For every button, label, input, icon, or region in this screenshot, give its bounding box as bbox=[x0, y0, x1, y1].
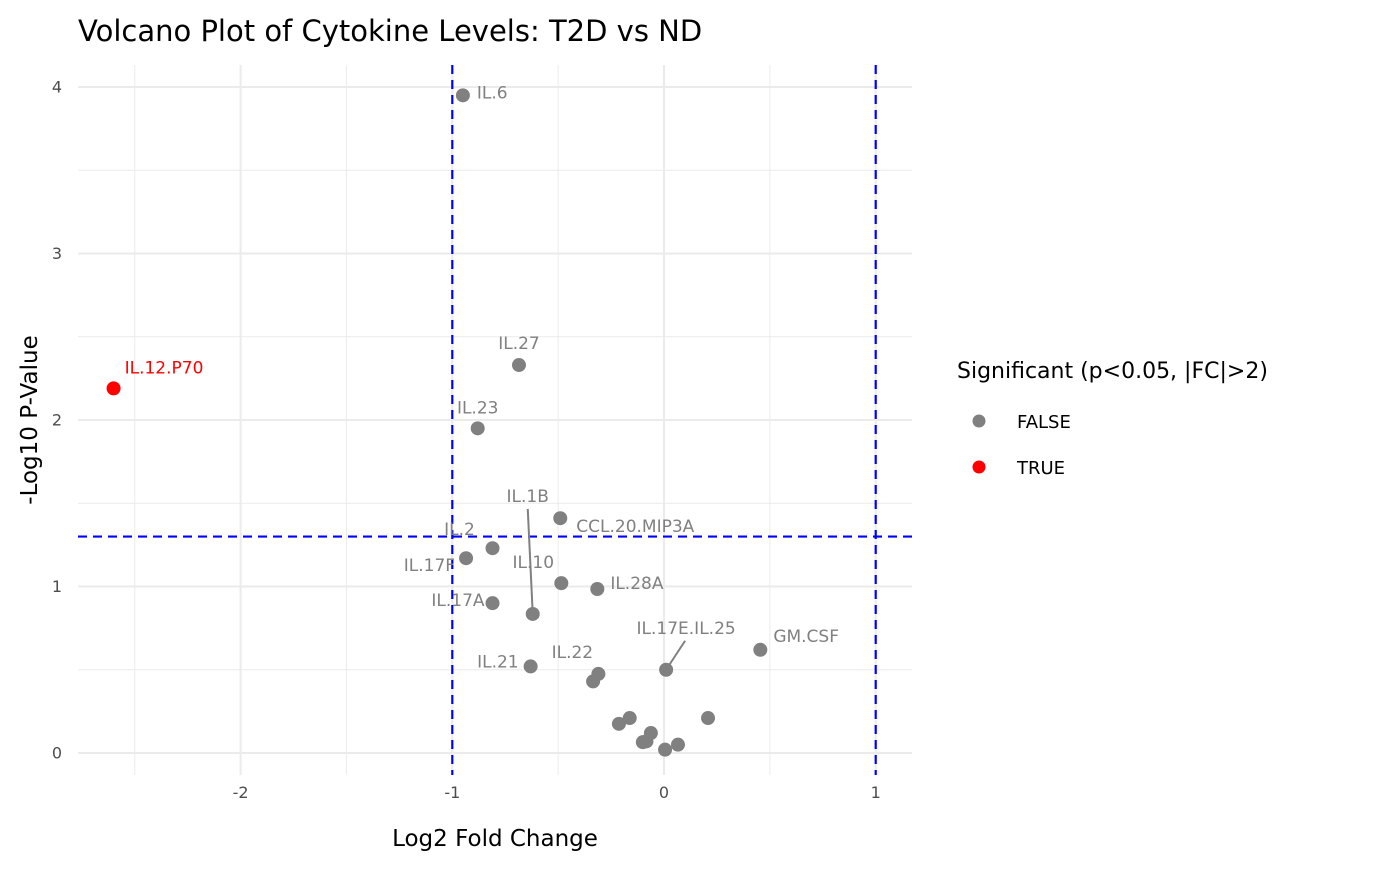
point-label: IL.12.P70 bbox=[125, 358, 204, 378]
data-point bbox=[455, 88, 470, 103]
y-tick-label: 1 bbox=[52, 577, 62, 596]
data-point bbox=[659, 662, 674, 677]
point-label: IL.17E.IL.25 bbox=[637, 619, 736, 639]
data-point bbox=[611, 716, 626, 731]
legend-label-true: TRUE bbox=[1016, 458, 1065, 479]
point-label: IL.10 bbox=[513, 553, 555, 573]
data-point bbox=[485, 596, 500, 611]
data-point bbox=[639, 734, 654, 749]
point-label: IL.23 bbox=[457, 398, 499, 418]
data-point bbox=[525, 606, 540, 621]
x-tick-label: -1 bbox=[444, 783, 460, 802]
data-point bbox=[590, 581, 605, 596]
y-tick-label: 0 bbox=[52, 744, 62, 763]
point-label: IL.22 bbox=[552, 643, 594, 663]
y-tick-label: 2 bbox=[52, 411, 62, 430]
data-point bbox=[523, 659, 538, 674]
data-point bbox=[622, 711, 637, 726]
label-connector bbox=[526, 508, 534, 615]
chart-title: Volcano Plot of Cytokine Levels: T2D vs … bbox=[78, 14, 702, 48]
point-labels: IL.12.P70 IL.6 IL.27 IL.23 CCL.20.MIP3A IL.2 I… bbox=[125, 83, 839, 672]
data-point bbox=[470, 421, 485, 436]
grid bbox=[78, 65, 912, 775]
y-axis-ticks: 0 1 2 3 4 bbox=[52, 78, 62, 763]
point-label: IL.21 bbox=[477, 652, 519, 672]
y-tick-label: 3 bbox=[52, 244, 62, 263]
legend: Significant (p<0.05, |FC|>2) FALSE TRUE bbox=[957, 359, 1268, 479]
legend-title: Significant (p<0.05, |FC|>2) bbox=[957, 359, 1268, 384]
legend-key-false bbox=[972, 414, 986, 428]
point-label: IL.28A bbox=[610, 574, 664, 594]
point-label: CCL.20.MIP3A bbox=[576, 517, 694, 537]
data-point bbox=[670, 737, 685, 752]
point-label: IL.17A bbox=[431, 591, 485, 611]
legend-key-true bbox=[972, 460, 986, 474]
data-points bbox=[106, 88, 768, 757]
x-tick-label: 1 bbox=[871, 783, 881, 802]
data-point bbox=[586, 674, 601, 689]
point-label: IL.17F bbox=[404, 556, 455, 576]
data-point bbox=[658, 742, 673, 757]
data-point bbox=[753, 642, 768, 657]
data-point bbox=[511, 358, 526, 373]
x-axis-ticks: -2 -1 0 1 bbox=[233, 783, 881, 802]
data-point bbox=[553, 511, 568, 526]
y-tick-label: 4 bbox=[52, 78, 62, 97]
data-point bbox=[106, 381, 121, 396]
data-point bbox=[701, 711, 716, 726]
point-label: IL.1B bbox=[507, 487, 549, 507]
data-point bbox=[554, 576, 569, 591]
point-label: IL.27 bbox=[498, 334, 540, 354]
point-label: IL.6 bbox=[477, 83, 508, 103]
x-tick-label: 0 bbox=[659, 783, 669, 802]
point-label: IL.2 bbox=[444, 520, 475, 540]
legend-label-false: FALSE bbox=[1017, 412, 1071, 433]
point-label: GM.CSF bbox=[773, 627, 839, 647]
data-point bbox=[459, 551, 474, 566]
x-axis-title: Log2 Fold Change bbox=[392, 826, 598, 852]
x-tick-label: -2 bbox=[233, 783, 249, 802]
data-point bbox=[485, 541, 500, 556]
threshold-lines bbox=[78, 65, 912, 775]
y-axis-title: -Log10 P-Value bbox=[17, 335, 43, 504]
